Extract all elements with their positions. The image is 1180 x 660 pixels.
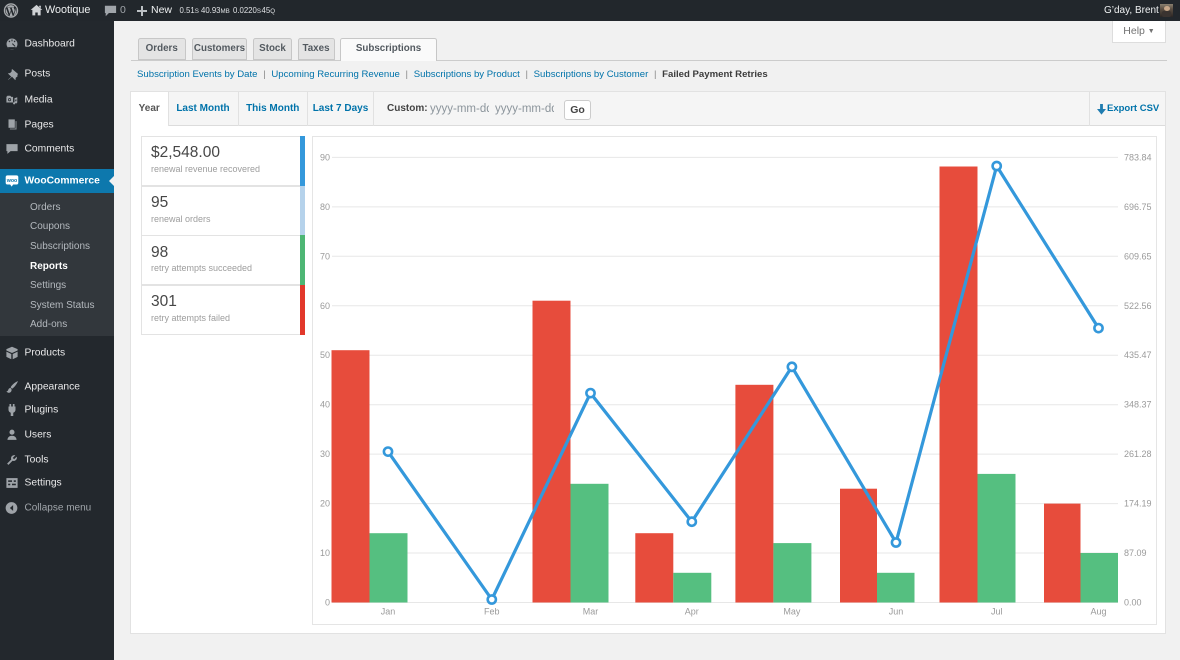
svg-text:20: 20 <box>320 498 330 508</box>
svg-text:522.56: 522.56 <box>1124 300 1152 310</box>
svg-text:783.84: 783.84 <box>1124 152 1152 162</box>
svg-text:90: 90 <box>320 152 330 162</box>
svg-text:696.75: 696.75 <box>1124 201 1152 211</box>
svg-text:Jun: Jun <box>889 606 904 616</box>
svg-text:Apr: Apr <box>685 606 699 616</box>
svg-text:Mar: Mar <box>583 606 599 616</box>
svg-text:0.00: 0.00 <box>1124 597 1142 607</box>
svg-text:261.28: 261.28 <box>1124 449 1152 459</box>
svg-text:80: 80 <box>320 201 330 211</box>
svg-text:348.37: 348.37 <box>1124 399 1152 409</box>
svg-text:87.09: 87.09 <box>1124 548 1147 558</box>
svg-text:50: 50 <box>320 350 330 360</box>
svg-text:70: 70 <box>320 251 330 261</box>
svg-text:60: 60 <box>320 300 330 310</box>
svg-text:woo: woo <box>6 178 18 184</box>
svg-text:May: May <box>783 606 801 616</box>
svg-text:Feb: Feb <box>484 606 500 616</box>
svg-text:Aug: Aug <box>1090 606 1106 616</box>
svg-text:174.19: 174.19 <box>1124 498 1152 508</box>
svg-text:609.65: 609.65 <box>1124 251 1152 261</box>
svg-text:0: 0 <box>325 597 330 607</box>
svg-text:40: 40 <box>320 399 330 409</box>
svg-text:30: 30 <box>320 449 330 459</box>
svg-text:10: 10 <box>320 548 330 558</box>
svg-text:Jan: Jan <box>381 606 396 616</box>
svg-text:435.47: 435.47 <box>1124 350 1152 360</box>
svg-text:Jul: Jul <box>991 606 1003 616</box>
